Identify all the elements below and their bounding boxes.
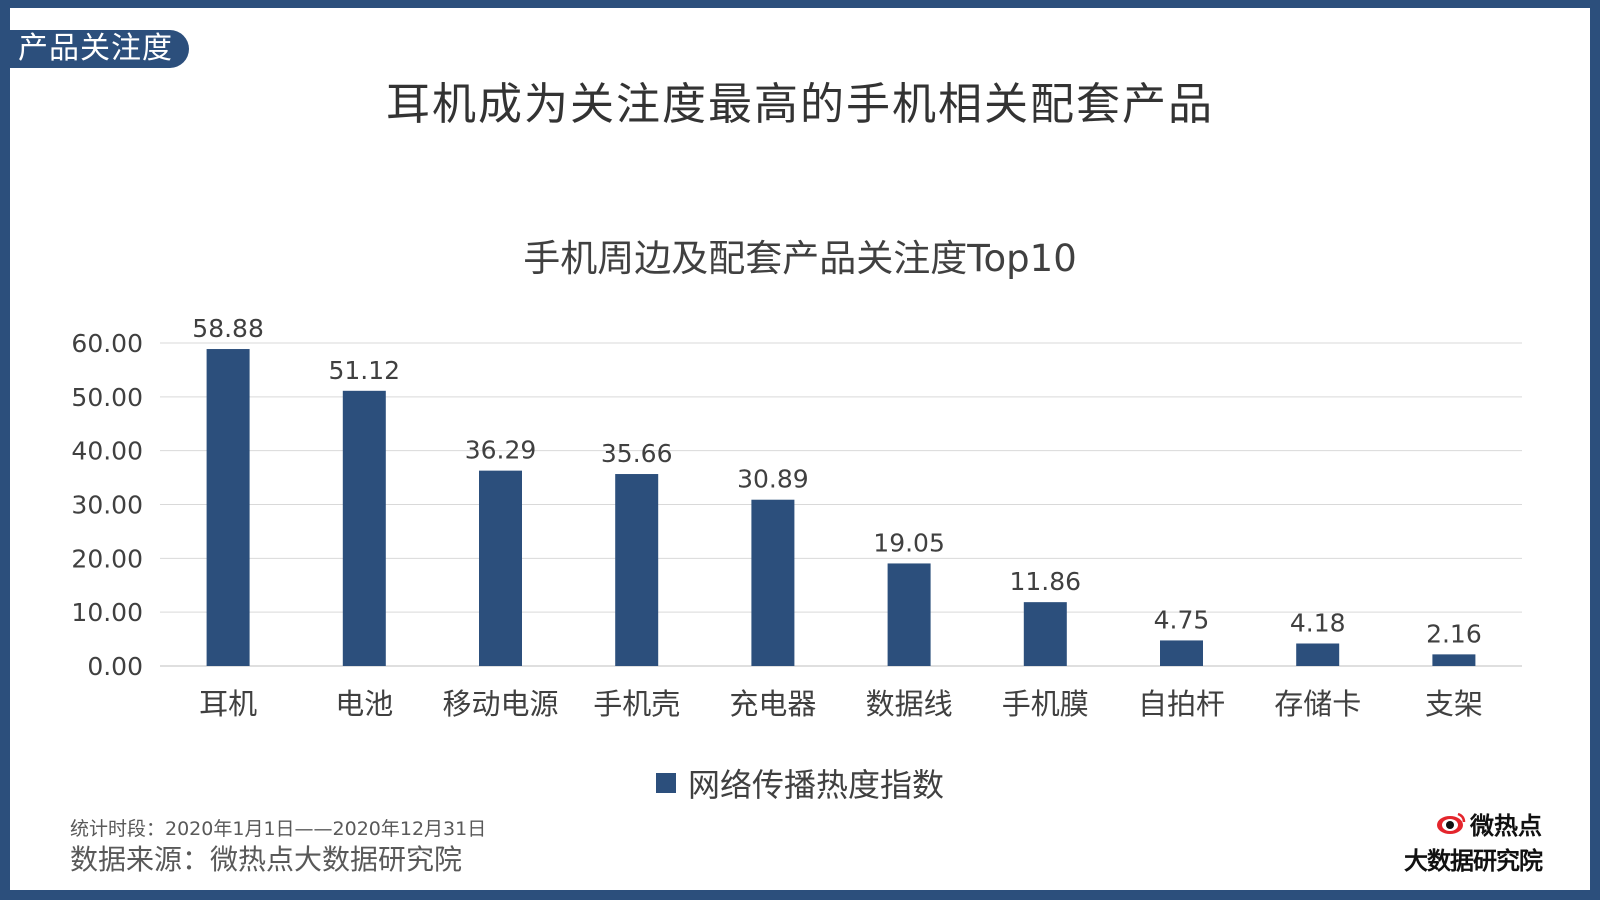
data-label: 58.88 [192,314,264,343]
bar [751,499,795,666]
eye-logo-icon [1437,812,1466,834]
y-tick-label: 10.00 [71,598,143,627]
bar [342,390,386,666]
bar [1432,654,1476,666]
data-label: 30.89 [737,465,809,494]
x-tick-label: 存储卡 [1274,687,1361,721]
y-tick-label: 40.00 [71,437,143,466]
y-tick-label: 0.00 [87,652,143,681]
data-label: 11.86 [1010,567,1082,596]
x-tick-label: 手机壳 [593,687,680,721]
logo-name: 微热点 [1470,812,1542,840]
legend-label: 网络传播热度指数 [687,766,944,804]
bar [615,474,659,666]
bar [1296,643,1340,666]
data-label: 4.18 [1290,608,1346,637]
x-tick-label: 耳机 [199,687,257,721]
weiredian-logo: 微热点 大数据研究院 [1372,806,1543,876]
data-label: 51.12 [329,356,401,385]
bar [1160,640,1203,666]
data-label: 19.05 [873,528,945,557]
logo-subtitle: 大数据研究院 [1404,847,1543,875]
bar [479,470,522,666]
statistics-period: 统计时段：2020年1月1日——2020年12月31日 [70,818,487,840]
data-label: 4.75 [1154,605,1210,634]
y-tick-label: 20.00 [71,544,143,573]
x-tick-label: 移动电源 [442,687,558,721]
data-label: 2.16 [1426,619,1482,648]
section-tag: 产品关注度 [10,30,189,68]
data-label: 36.29 [465,436,537,465]
data-label: 35.66 [601,439,673,468]
y-tick-label: 50.00 [71,383,143,412]
x-tick-label: 自拍杆 [1138,687,1225,721]
page-title: 耳机成为关注度最高的手机相关配套产品 [386,79,1214,130]
x-tick-label: 充电器 [729,687,816,721]
y-tick-label: 30.00 [71,491,143,520]
bar [887,563,931,666]
chart-legend: 网络传播热度指数 [0,760,1600,806]
x-tick-label: 数据线 [866,687,953,721]
y-tick-label: 60.00 [71,329,143,358]
chart-title: 手机周边及配套产品关注度Top10 [523,237,1077,280]
bar [1023,602,1067,666]
x-tick-label: 支架 [1425,687,1483,721]
legend-swatch [655,773,676,793]
bar [206,349,250,666]
x-tick-label: 电池 [335,687,393,721]
data-source: 数据来源：微热点大数据研究院 [70,843,463,876]
x-tick-label: 手机膜 [1002,687,1089,721]
